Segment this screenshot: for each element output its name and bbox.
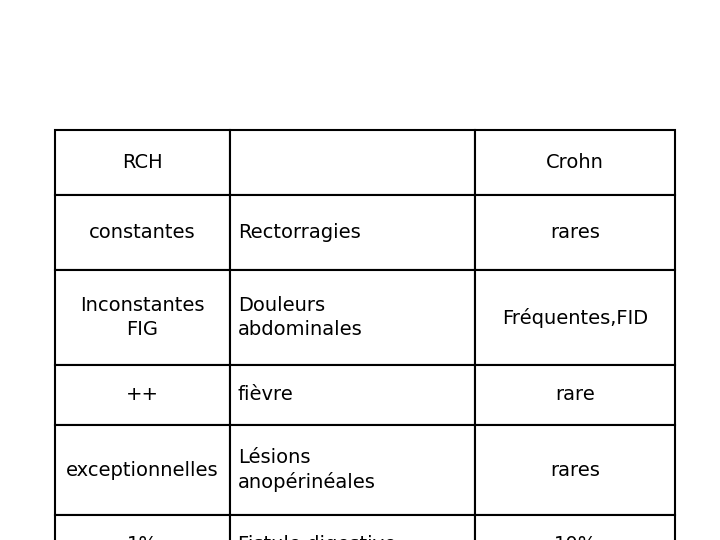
Text: constantes: constantes bbox=[89, 223, 196, 242]
Bar bbox=[55, 130, 230, 195]
Text: 10%: 10% bbox=[554, 536, 597, 540]
Bar bbox=[230, 130, 475, 195]
Text: 1%: 1% bbox=[127, 536, 158, 540]
Text: Lésions
anopérinéales: Lésions anopérinéales bbox=[238, 448, 376, 492]
Text: exceptionnelles: exceptionnelles bbox=[66, 461, 219, 480]
Text: ++: ++ bbox=[126, 386, 159, 404]
Text: rare: rare bbox=[555, 386, 595, 404]
Bar bbox=[55, 270, 230, 365]
Text: Fistule digestive: Fistule digestive bbox=[238, 536, 396, 540]
Text: Rectorragies: Rectorragies bbox=[238, 223, 361, 242]
Bar bbox=[55, 515, 230, 540]
Bar bbox=[475, 365, 675, 425]
Text: Douleurs
abdominales: Douleurs abdominales bbox=[238, 296, 363, 339]
Bar bbox=[230, 195, 475, 270]
Text: fièvre: fièvre bbox=[238, 386, 294, 404]
Bar bbox=[230, 515, 475, 540]
Bar bbox=[230, 270, 475, 365]
Text: rares: rares bbox=[550, 223, 600, 242]
Bar bbox=[55, 365, 230, 425]
Bar bbox=[475, 270, 675, 365]
Bar bbox=[475, 130, 675, 195]
Bar bbox=[230, 425, 475, 515]
Bar bbox=[475, 195, 675, 270]
Bar bbox=[55, 195, 230, 270]
Bar bbox=[475, 425, 675, 515]
Text: Inconstantes
FIG: Inconstantes FIG bbox=[80, 296, 204, 339]
Text: Fréquentes,FID: Fréquentes,FID bbox=[502, 307, 648, 327]
Bar bbox=[230, 365, 475, 425]
Text: rares: rares bbox=[550, 461, 600, 480]
Bar bbox=[55, 425, 230, 515]
Bar bbox=[475, 515, 675, 540]
Text: RCH: RCH bbox=[122, 153, 163, 172]
Text: Crohn: Crohn bbox=[546, 153, 604, 172]
